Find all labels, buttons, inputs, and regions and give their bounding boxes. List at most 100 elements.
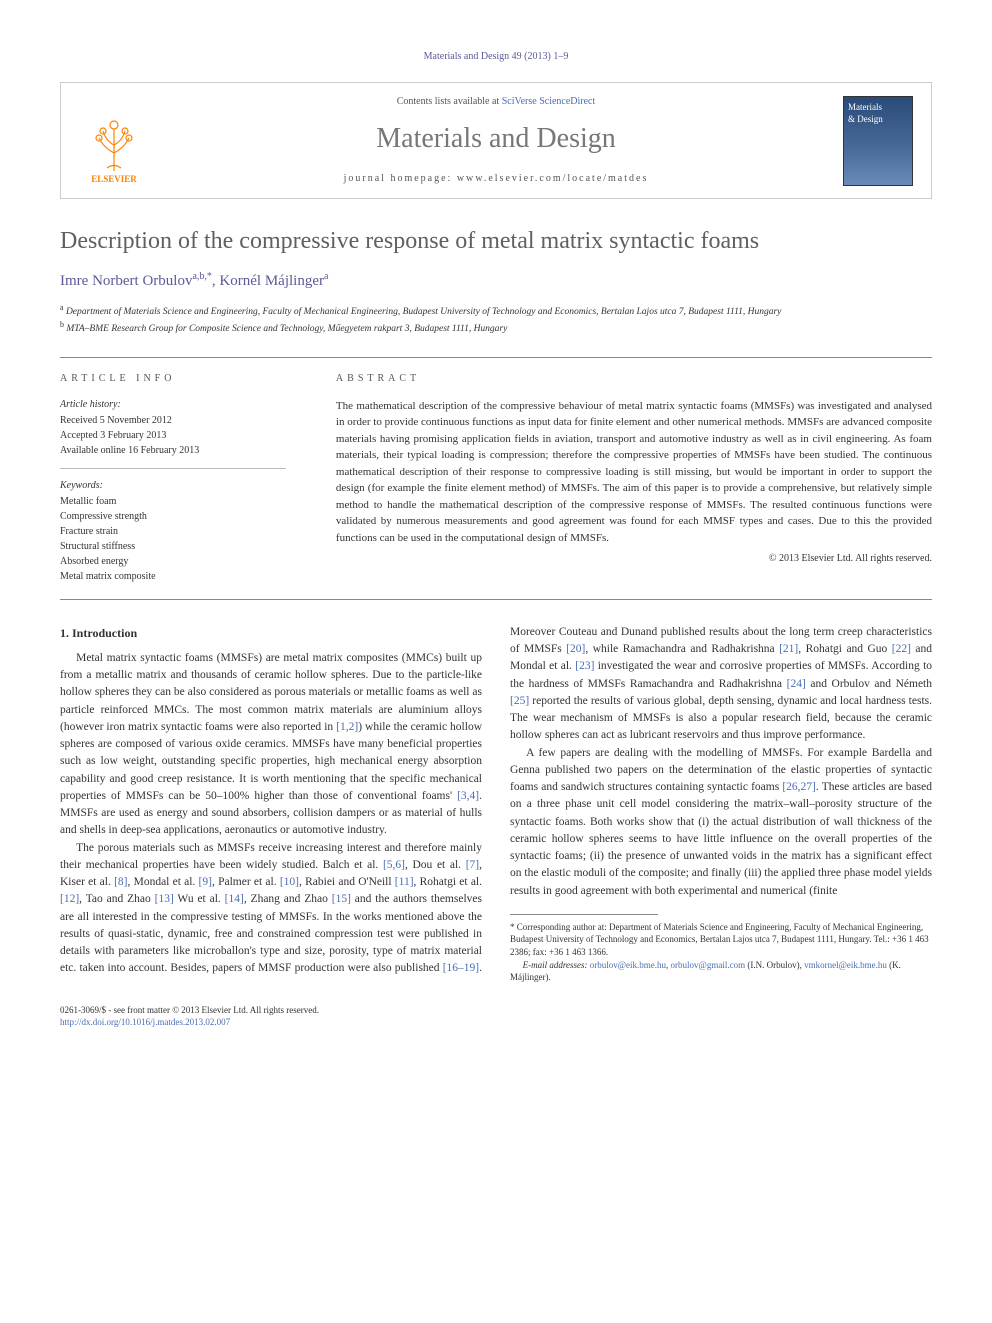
email-label: E-mail addresses: [523, 960, 590, 970]
p2m: , while Ramachandra and Radhakrishna [585, 643, 779, 655]
article-info-left: ARTICLE INFO Article history: Received 5… [60, 357, 296, 600]
p2g: , Rohatgi et al. [414, 876, 482, 888]
affil-a-text: Department of Materials Science and Engi… [64, 307, 782, 317]
journal-title: Materials and Design [167, 119, 825, 158]
footnote-block: * Corresponding author at: Department of… [510, 914, 932, 984]
elsevier-tree-icon [89, 113, 139, 173]
history-received: Received 5 November 2012 [60, 414, 286, 428]
ref-link[interactable]: [21] [779, 643, 798, 655]
keywords-label: Keywords: [60, 479, 286, 493]
footer-left: 0261-3069/$ - see front matter © 2013 El… [60, 1004, 319, 1029]
p2f: , Rabiei and O'Neill [299, 876, 395, 888]
footer-issn-line: 0261-3069/$ - see front matter © 2013 El… [60, 1004, 319, 1017]
homepage-prefix: journal homepage: [344, 173, 457, 184]
body-two-column: 1. Introduction Metal matrix syntactic f… [60, 624, 932, 984]
p2d: , Mondal et al. [128, 876, 199, 888]
ref-link[interactable]: [10] [280, 876, 299, 888]
history-online: Available online 16 February 2013 [60, 444, 286, 458]
ref-link[interactable]: [3,4] [457, 790, 479, 802]
journal-cover-thumbnail: Materials & Design [843, 96, 913, 186]
p2k: and the authors themselves are all inter… [60, 893, 482, 974]
p2i: Wu et al. [174, 893, 225, 905]
ref-link[interactable]: [20] [566, 643, 585, 655]
ref-link[interactable]: [1,2] [336, 721, 358, 733]
corr-text: Corresponding author at: Department of M… [510, 922, 929, 957]
keyword-item: Metal matrix composite [60, 570, 286, 584]
p2b: , Dou et al. [405, 859, 466, 871]
affiliations: a Department of Materials Science and En… [60, 302, 932, 337]
keyword-item: Fracture strain [60, 525, 286, 539]
article-title: Description of the compressive response … [60, 227, 932, 256]
keyword-item: Metallic foam [60, 495, 286, 509]
cover-line2: & Design [848, 113, 908, 126]
page-root: Materials and Design 49 (2013) 1–9 ELSEV… [0, 0, 992, 1069]
affiliation-a: a Department of Materials Science and En… [60, 302, 932, 319]
journal-homepage-line: journal homepage: www.elsevier.com/locat… [167, 172, 825, 186]
ref-link[interactable]: [8] [114, 876, 127, 888]
ref-link[interactable]: [26,27] [782, 781, 816, 793]
footnote-separator [510, 914, 658, 915]
header-citation: Materials and Design 49 (2013) 1–9 [60, 50, 932, 64]
intro-paragraph-1: Metal matrix syntactic foams (MMSFs) are… [60, 650, 482, 840]
ref-link[interactable]: [16–19] [443, 962, 479, 974]
p3b: . These articles are based on a three ph… [510, 781, 932, 897]
author-1-affil-marks: a,b, [192, 271, 206, 282]
author-2-name[interactable]: Kornél Májlinger [219, 273, 324, 289]
p2n: , Rohatgi and Guo [798, 643, 892, 655]
intro-paragraph-3: A few papers are dealing with the modell… [510, 745, 932, 900]
history-accepted: Accepted 3 February 2013 [60, 429, 286, 443]
publisher-name: ELSEVIER [91, 173, 137, 186]
publisher-logo: ELSEVIER [79, 96, 149, 186]
email-who-1: (I.N. Orbulov), [745, 960, 804, 970]
abstract-block: ABSTRACT The mathematical description of… [326, 357, 932, 600]
author-1-name[interactable]: Imre Norbert Orbulov [60, 273, 192, 289]
corresponding-footnote: * Corresponding author at: Department of… [510, 921, 932, 959]
masthead-center: Contents lists available at SciVerse Sci… [167, 95, 825, 186]
history-label: Article history: [60, 398, 286, 412]
page-footer: 0261-3069/$ - see front matter © 2013 El… [60, 998, 932, 1029]
affil-b-text: MTA–BME Research Group for Composite Sci… [64, 325, 507, 335]
section-1-heading: 1. Introduction [60, 624, 482, 642]
ref-link[interactable]: [13] [155, 893, 174, 905]
p2h: , Tao and Zhao [79, 893, 154, 905]
doi-link[interactable]: http://dx.doi.org/10.1016/j.matdes.2013.… [60, 1017, 230, 1027]
email-link-1[interactable]: orbulov@eik.bme.hu [590, 960, 666, 970]
contents-available-line: Contents lists available at SciVerse Sci… [167, 95, 825, 109]
star-icon: * [510, 922, 517, 932]
article-info-head: ARTICLE INFO [60, 372, 286, 386]
ref-link[interactable]: [23] [575, 660, 594, 672]
cover-line1: Materials [848, 101, 908, 114]
info-divider [60, 468, 286, 469]
ref-link[interactable]: [15] [332, 893, 351, 905]
email-footnote: E-mail addresses: orbulov@eik.bme.hu, or… [510, 959, 932, 984]
sciencedirect-link[interactable]: SciVerse ScienceDirect [502, 96, 596, 107]
keyword-item: Absorbed energy [60, 555, 286, 569]
contents-prefix: Contents lists available at [397, 96, 502, 107]
homepage-url[interactable]: www.elsevier.com/locate/matdes [457, 173, 649, 184]
email-link-2[interactable]: orbulov@gmail.com [671, 960, 746, 970]
ref-link[interactable]: [12] [60, 893, 79, 905]
email-link-3[interactable]: vmkornel@eik.bme.hu [804, 960, 887, 970]
ref-link[interactable]: [11] [395, 876, 414, 888]
ref-link[interactable]: [22] [892, 643, 911, 655]
p2e: , Palmer et al. [212, 876, 280, 888]
p2r: reported the results of various global, … [510, 695, 932, 742]
ref-link[interactable]: [7] [466, 859, 479, 871]
keyword-item: Structural stiffness [60, 540, 286, 554]
masthead: ELSEVIER Contents lists available at Sci… [60, 82, 932, 199]
abstract-text: The mathematical description of the comp… [336, 398, 932, 547]
author-2-affil-marks: a [324, 271, 328, 282]
ref-link[interactable]: [24] [787, 678, 806, 690]
article-info-block: ARTICLE INFO Article history: Received 5… [60, 357, 932, 600]
p2j: , Zhang and Zhao [244, 893, 332, 905]
author-list: Imre Norbert Orbulova,b,*, Kornél Májlin… [60, 270, 932, 292]
p2q: and Orbulov and Németh [806, 678, 932, 690]
abstract-head: ABSTRACT [336, 372, 932, 386]
affiliation-b: b MTA–BME Research Group for Composite S… [60, 319, 932, 336]
ref-link[interactable]: [9] [199, 876, 212, 888]
ref-link[interactable]: [14] [225, 893, 244, 905]
ref-link[interactable]: [5,6] [383, 859, 405, 871]
keyword-item: Compressive strength [60, 510, 286, 524]
ref-link[interactable]: [25] [510, 695, 529, 707]
abstract-copyright: © 2013 Elsevier Ltd. All rights reserved… [336, 552, 932, 566]
